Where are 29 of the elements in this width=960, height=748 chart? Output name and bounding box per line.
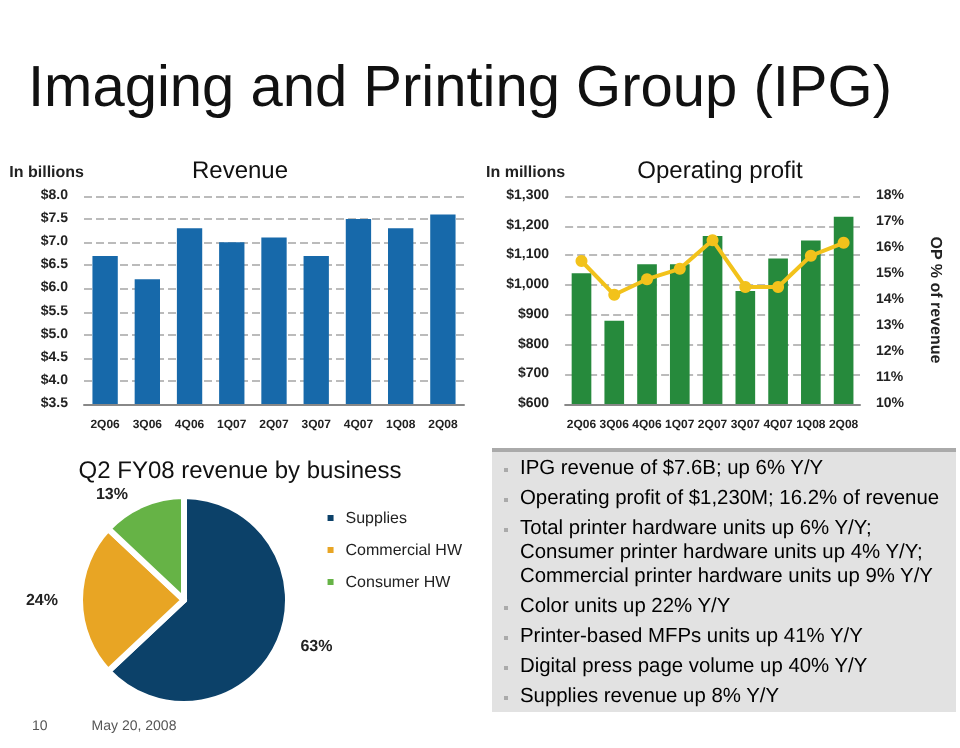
y2-axis-title: OP % of revenue	[927, 236, 945, 365]
y-axis-title: In billions	[9, 163, 86, 181]
chart-title: Q2 FY08 revenue by business	[78, 456, 402, 484]
data-label: 24%	[25, 591, 58, 609]
text: Color units up 22% Y/Y	[520, 596, 731, 620]
point	[837, 236, 850, 249]
point	[608, 288, 621, 301]
text: Operating profit of $1,230M; 16.2% of revenue	[520, 488, 940, 512]
legend-label: Commercial HW	[345, 541, 463, 559]
point	[575, 255, 588, 267]
data-label: 13%	[95, 484, 128, 503]
text: IPG revenue of $7.6B; up 6% Y/Y	[520, 458, 824, 482]
point	[706, 234, 719, 247]
text: Imaging and Printing Group (IPG)	[26, 54, 894, 122]
chart-title: Revenue	[191, 156, 289, 184]
point	[673, 262, 686, 275]
text: Printer-based MFPs units up 41% Y/Y	[520, 626, 863, 650]
point	[772, 281, 785, 293]
text: Digital press page volume up 40% Y/Y	[520, 656, 868, 680]
point	[739, 281, 752, 293]
text: Total printer hardware units up 6% Y/Y; Consumer printer hardware units up 4% Y/Y; Commercial printer hardware units up 9% Y/Y	[520, 518, 935, 590]
y-axis-title: In millions	[485, 163, 567, 181]
data-label: 63%	[300, 637, 333, 656]
text: Supplies revenue up 8% Y/Y	[520, 686, 780, 710]
legend-label: Consumer HW	[345, 573, 452, 591]
chart-title: Operating profit	[637, 156, 805, 184]
point	[804, 249, 817, 262]
legend-label: Supplies	[345, 509, 407, 527]
point	[641, 273, 654, 286]
